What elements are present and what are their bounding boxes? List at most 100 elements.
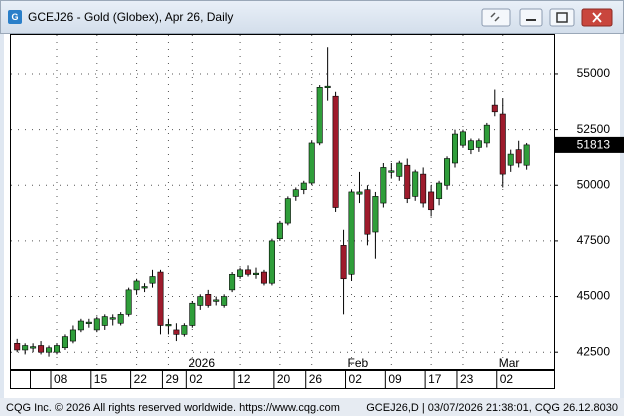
candle-body — [507, 153, 514, 166]
candle-body — [189, 302, 196, 326]
y-tick-label: 55000 — [577, 66, 611, 80]
maximize-icon — [556, 12, 568, 23]
candle-body — [61, 336, 68, 349]
x-tick-label: 15 — [94, 372, 108, 386]
candle-body — [396, 162, 403, 177]
candle-body — [141, 286, 148, 289]
candle-body — [412, 171, 419, 197]
y-tick-label: 42500 — [577, 344, 611, 358]
candle-body — [117, 314, 124, 324]
x-tick-label: 17 — [428, 372, 442, 386]
plot-area — [10, 34, 555, 370]
x-tick-label: 20 — [277, 372, 291, 386]
candle-body — [467, 140, 474, 150]
candle-body — [356, 191, 363, 195]
candle-body — [197, 296, 204, 306]
candle-body — [14, 342, 21, 351]
period-label: 2026 — [188, 356, 215, 370]
candle-body — [523, 144, 530, 166]
candle-body — [444, 158, 451, 186]
candle-body — [260, 271, 267, 284]
candle-body — [292, 189, 299, 197]
footer-right: GCEJ26,D | 03/07/2026 21:38:01, CQG 26.1… — [366, 402, 618, 414]
candle-body — [149, 276, 156, 284]
candle-body — [69, 329, 76, 342]
candle-body — [30, 346, 37, 349]
y-tick-label: 45000 — [577, 289, 611, 303]
candle-body — [324, 85, 331, 88]
minimize-button[interactable] — [519, 8, 543, 27]
x-tick-label: 09 — [388, 372, 402, 386]
period-label: Feb — [348, 356, 369, 370]
candle-body — [340, 245, 347, 280]
candle-body — [483, 124, 490, 144]
candle-body — [491, 104, 498, 113]
candle-body — [173, 329, 180, 335]
period-label: Mar — [499, 356, 520, 370]
status-bar — [0, 398, 624, 416]
maximize-button[interactable] — [549, 8, 575, 27]
candle-body — [157, 271, 164, 326]
y-tick-label: 47500 — [577, 233, 611, 247]
candle-body — [229, 273, 236, 291]
candle-body — [276, 222, 283, 239]
close-icon — [592, 12, 602, 23]
candle-body — [109, 317, 116, 320]
candle-body — [213, 299, 220, 302]
candle-body — [348, 191, 355, 275]
candle-body — [372, 196, 379, 233]
candle-body — [253, 272, 260, 275]
x-tick-label: 02 — [189, 372, 203, 386]
candle-body — [268, 240, 275, 284]
candle-body — [436, 182, 443, 199]
last-price-box — [555, 136, 624, 153]
link-button[interactable] — [481, 8, 511, 27]
x-tick-label: 08 — [54, 372, 68, 386]
candle-body — [221, 296, 228, 306]
candle-body — [46, 347, 53, 353]
candle-body — [404, 164, 411, 199]
candle-body — [316, 87, 323, 144]
x-tick-label: 29 — [165, 372, 179, 386]
x-tick-label: 02 — [349, 372, 363, 386]
candle-body — [451, 133, 458, 164]
candle-body — [245, 269, 252, 275]
candle-body — [22, 345, 29, 351]
candle-body — [380, 167, 387, 204]
footer-left: CQG Inc. © 2026 All rights reserved worl… — [6, 402, 340, 414]
candle-body — [364, 189, 371, 235]
candle-body — [181, 325, 188, 335]
candle-body — [38, 345, 45, 353]
candle-body — [388, 170, 395, 173]
minimize-icon — [526, 19, 536, 21]
x-tick-label: 23 — [460, 372, 474, 386]
candle-body — [459, 131, 466, 146]
window-title: GCEJ26 - Gold (Globex), Apr 26, Daily — [28, 10, 233, 24]
candle-body — [428, 191, 435, 211]
y-tick-label: 52500 — [577, 122, 611, 136]
candle-body — [85, 321, 92, 324]
corner-box[interactable] — [10, 370, 31, 389]
x-tick-label: 12 — [237, 372, 251, 386]
candle-body — [420, 173, 427, 204]
x-tick-label: 02 — [500, 372, 514, 386]
candles-layer — [14, 47, 530, 357]
last-price-label: 51813 — [577, 138, 611, 152]
candle-body — [53, 345, 60, 353]
candle-body — [101, 316, 108, 326]
app-icon — [8, 10, 22, 24]
link-icon — [490, 12, 500, 22]
candle-body — [515, 149, 522, 164]
candle-body — [284, 198, 291, 224]
candle-body — [125, 289, 132, 315]
candle-body — [205, 294, 212, 306]
x-tick-label: 26 — [309, 372, 323, 386]
candle-body — [475, 140, 482, 148]
x-tick-label: 22 — [134, 372, 148, 386]
y-tick-label: 50000 — [577, 177, 611, 191]
candle-body — [308, 142, 315, 184]
candle-body — [165, 324, 172, 327]
candle-body — [77, 320, 84, 331]
